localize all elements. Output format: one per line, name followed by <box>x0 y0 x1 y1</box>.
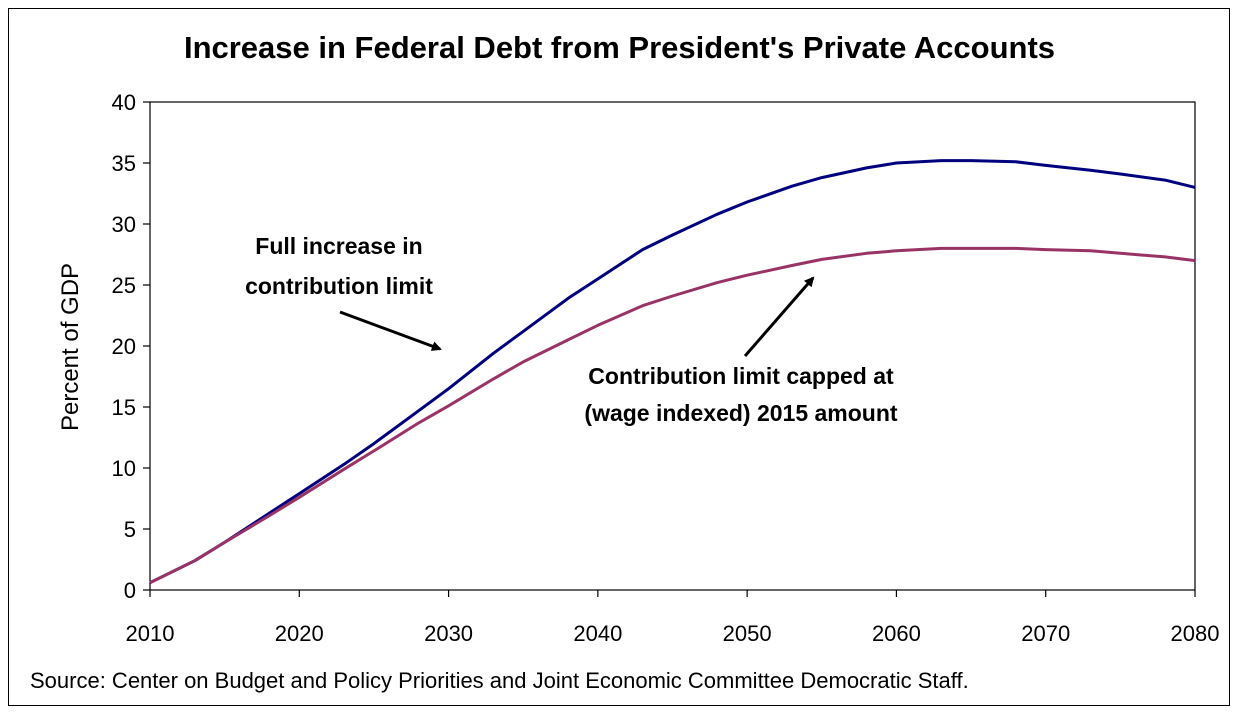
x-tick-label: 2080 <box>1171 621 1220 646</box>
annotation-2-line-2: (wage indexed) 2015 amount <box>584 400 897 426</box>
annotation-1-arrow <box>339 310 442 351</box>
source-note: Source: Center on Budget and Policy Prio… <box>30 668 969 693</box>
x-tick-label: 2050 <box>723 621 772 646</box>
y-tick-label: 15 <box>112 395 136 420</box>
annotation-2-line-1: Contribution limit capped at <box>588 363 894 389</box>
chart-title: Increase in Federal Debt from President'… <box>183 30 1056 65</box>
y-tick-label: 25 <box>112 273 136 298</box>
y-tick-label: 30 <box>112 212 136 237</box>
series-line-1 <box>149 159 1196 585</box>
y-tick-label: 0 <box>124 578 136 603</box>
x-tick-label: 2010 <box>126 621 175 646</box>
y-tick-label: 10 <box>112 456 136 481</box>
y-tick-label: 5 <box>124 517 136 542</box>
x-tick-label: 2040 <box>573 621 622 646</box>
plot-area <box>149 101 1196 591</box>
x-tick-label: 2070 <box>1021 621 1070 646</box>
annotation-1-line-2: contribution limit <box>245 273 433 299</box>
y-tick-label: 20 <box>112 334 136 359</box>
y-axis-label: Percent of GDP <box>57 263 84 431</box>
x-tick-label: 2020 <box>275 621 324 646</box>
y-tick-label: 40 <box>112 90 136 115</box>
series-line-2 <box>149 246 1196 585</box>
plot-border <box>149 101 1196 591</box>
x-tick-label: 2030 <box>424 621 473 646</box>
annotation-layer: Full increase in contribution limit Contri… <box>245 233 898 426</box>
y-tick-label: 35 <box>112 151 136 176</box>
annotation-1-line-1: Full increase in <box>255 233 422 259</box>
series-layer <box>149 159 1196 585</box>
annotation-2-arrow <box>743 276 815 357</box>
x-tick-label: 2060 <box>872 621 921 646</box>
tick-layer: 0 5 10 15 20 25 30 35 40 2010 2020 2030 2040 2050 2060… <box>112 90 1220 646</box>
